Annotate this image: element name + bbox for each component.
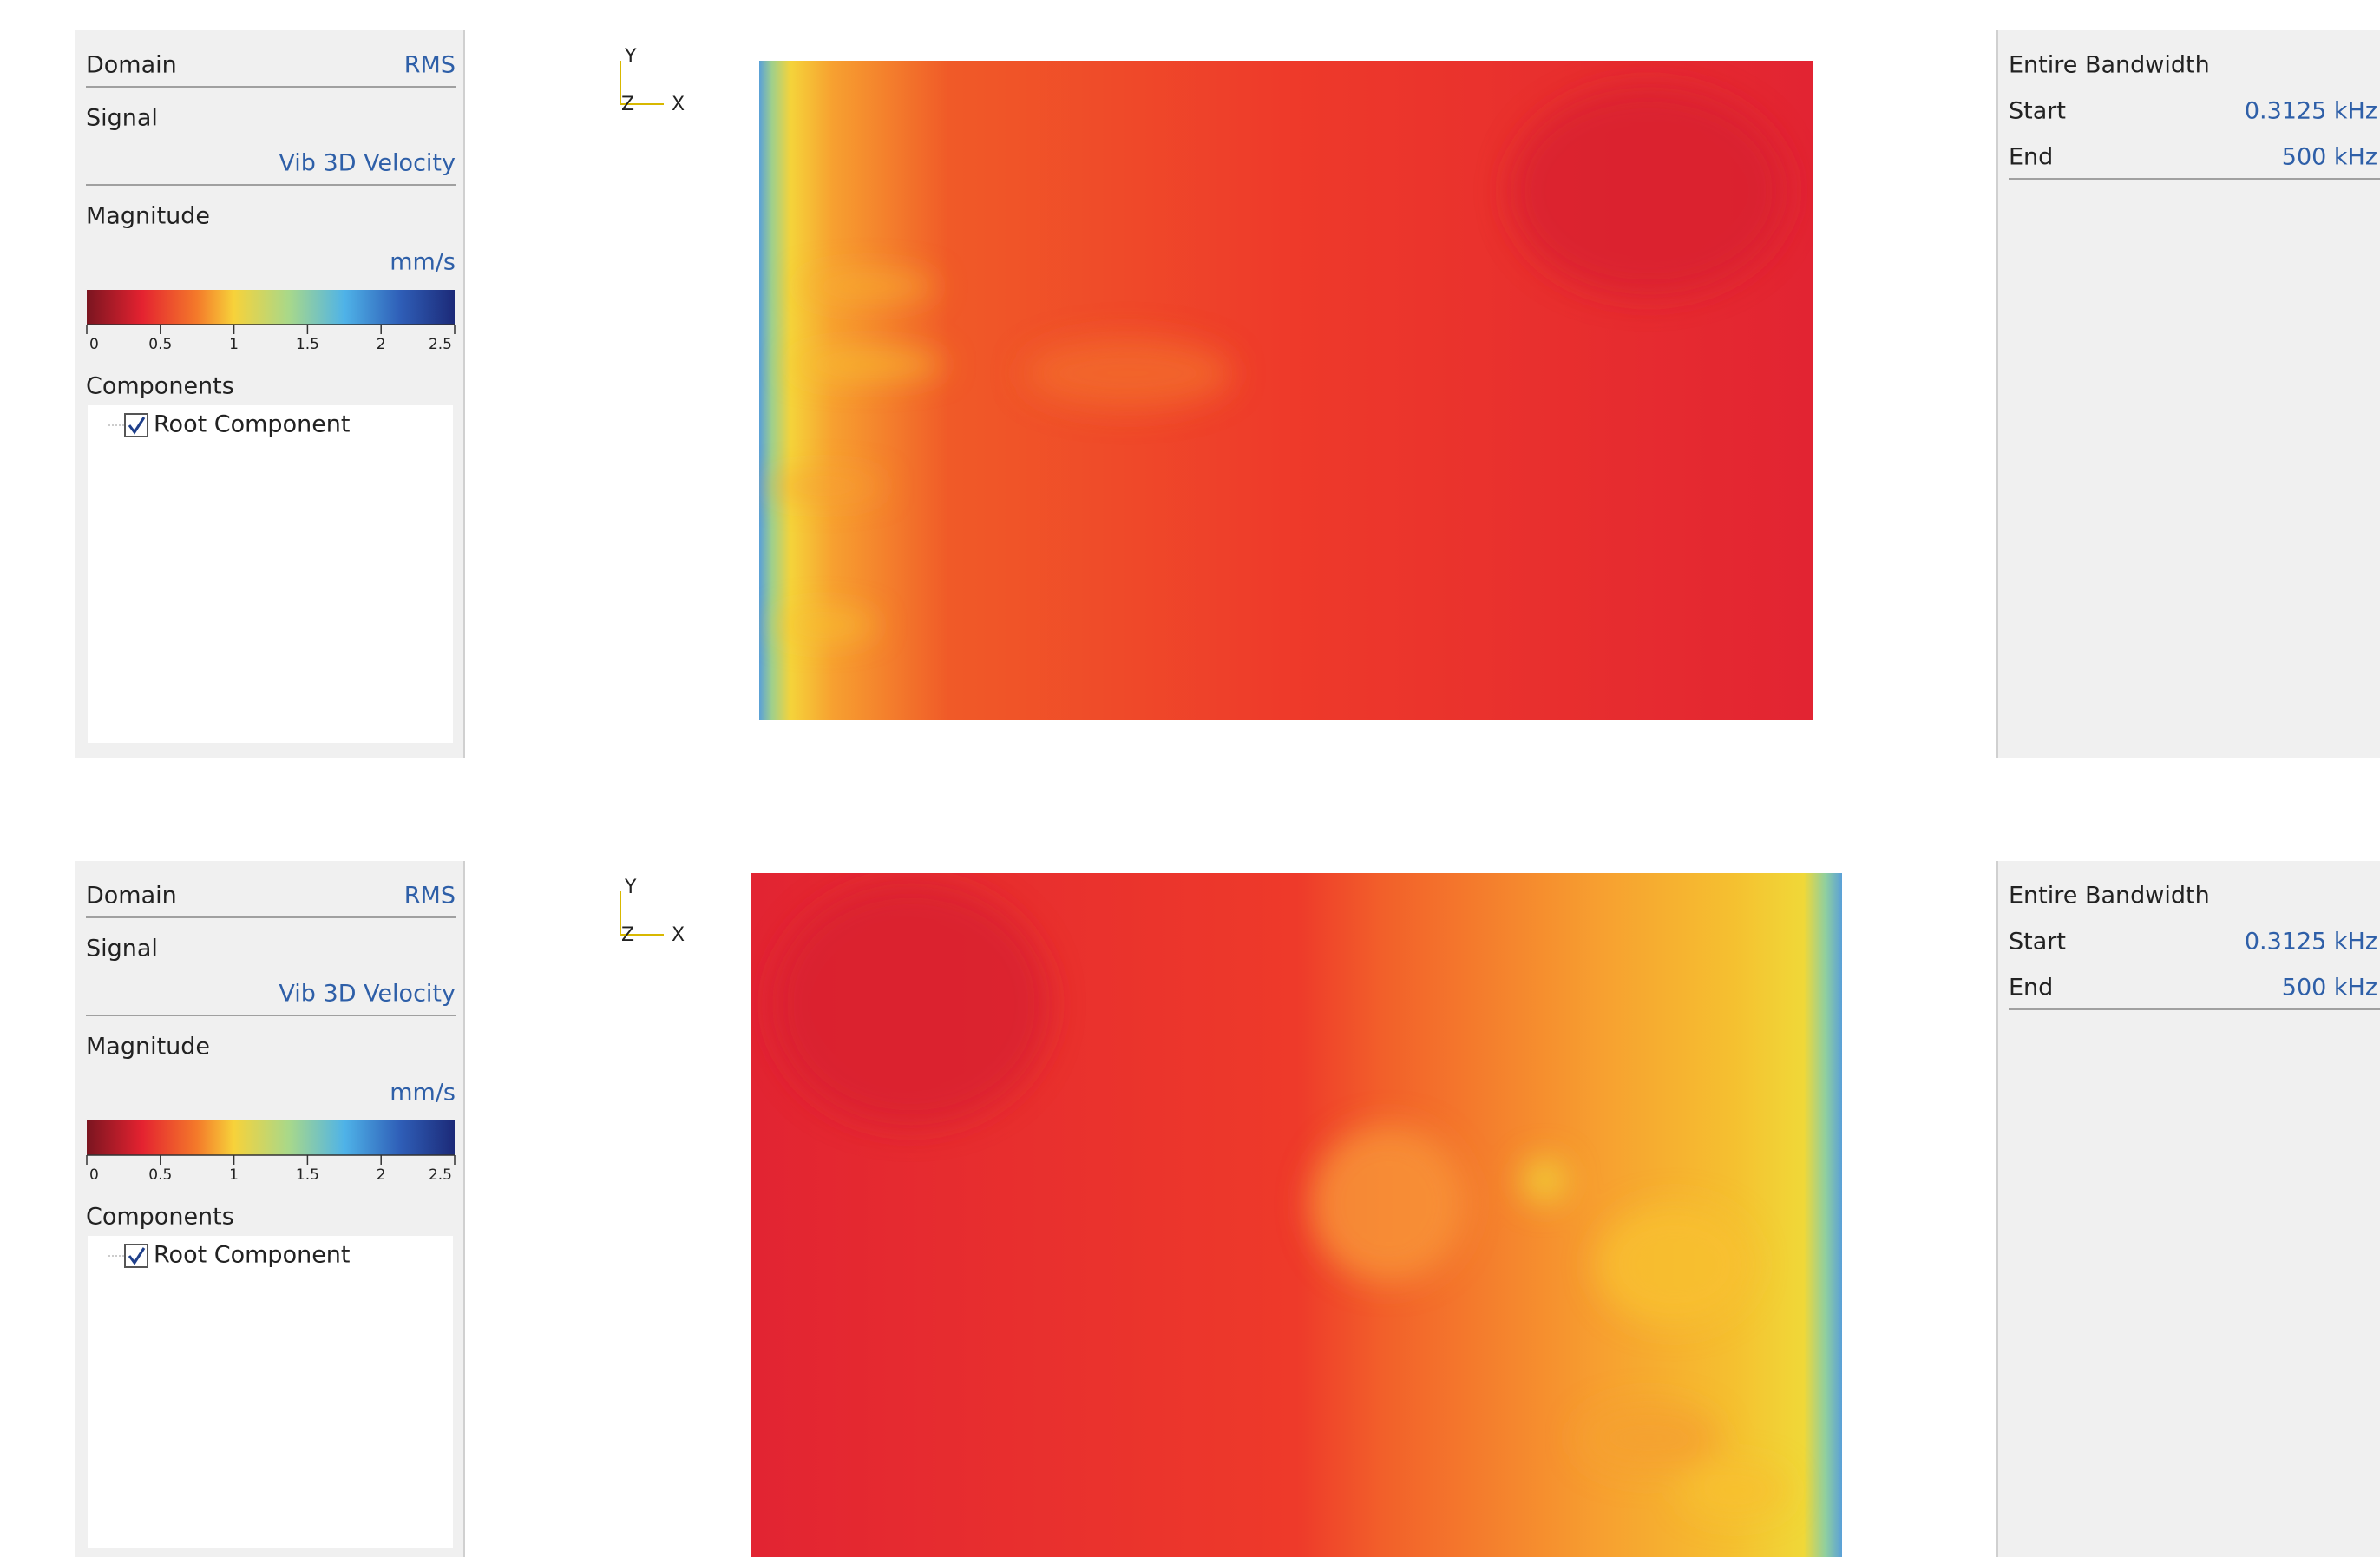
- domain-value: RMS: [404, 52, 456, 79]
- component-tree: [88, 405, 453, 743]
- signal-label: Signal: [86, 936, 158, 962]
- checkbox: [125, 1245, 148, 1267]
- components-label: Components: [86, 1204, 234, 1231]
- colorbar-tick-label: 2: [377, 1166, 386, 1184]
- axis-z-label: Z: [621, 94, 634, 115]
- component-name: Root Component: [154, 1242, 351, 1269]
- start-value: 0.3125 kHz: [2245, 98, 2377, 125]
- axis-z-label: Z: [621, 924, 634, 946]
- axis-y-label: Y: [624, 46, 637, 68]
- checkbox: [125, 414, 148, 437]
- map-blob: [764, 476, 885, 496]
- axis-x-label: X: [672, 924, 685, 946]
- panel: Domain RMS Signal Vib 3D Velocity Magnitude m…: [75, 861, 2380, 1557]
- map-blob: [1579, 1403, 1718, 1473]
- map-blob: [1510, 87, 1787, 295]
- end-value: 500 kHz: [2282, 975, 2377, 1002]
- colorbar-tick-label: 1: [229, 1166, 239, 1184]
- components-label: Components: [86, 373, 234, 400]
- map-blob: [1522, 1158, 1567, 1203]
- end-label: End: [2009, 144, 2053, 171]
- end-value: 500 kHz: [2282, 144, 2377, 171]
- map-blob: [798, 274, 937, 299]
- start-value: 0.3125 kHz: [2245, 929, 2377, 956]
- domain-value: RMS: [404, 883, 456, 910]
- colorbar-tick-label: 0.5: [148, 336, 172, 353]
- unit-label: mm/s: [390, 1080, 456, 1107]
- map-blob: [772, 883, 1050, 1126]
- signal-value: Vib 3D Velocity: [279, 981, 456, 1008]
- start-label: Start: [2009, 98, 2066, 125]
- map-blob: [1310, 1126, 1466, 1282]
- component-tree: [88, 1236, 453, 1548]
- velocity-map: [751, 873, 1842, 1557]
- unit-label: mm/s: [390, 249, 456, 276]
- signal-label: Signal: [86, 105, 158, 132]
- colorbar-tick-label: 0: [89, 336, 99, 353]
- colorbar-tick-label: 2.5: [429, 1166, 452, 1184]
- axis-y-label: Y: [624, 877, 637, 898]
- start-label: Start: [2009, 929, 2066, 956]
- component-name: Root Component: [154, 411, 351, 438]
- colorbar-tick-label: 0.5: [148, 1166, 172, 1184]
- screen: Domain RMS Signal Vib 3D Velocity Magnitude m…: [0, 0, 2380, 1557]
- colorbar-tick-label: 0: [89, 1166, 99, 1184]
- right-panel: [1997, 861, 2380, 1557]
- map-blob: [772, 613, 876, 637]
- signal-value: Vib 3D Velocity: [279, 150, 456, 177]
- magnitude-label: Magnitude: [86, 1034, 210, 1061]
- colorbar-tick-label: 1: [229, 336, 239, 353]
- panel: Domain RMS Signal Vib 3D Velocity Magnitude m…: [75, 30, 2380, 758]
- map-blob: [1597, 1204, 1753, 1325]
- right-panel: [1997, 30, 2380, 758]
- domain-label: Domain: [86, 883, 177, 910]
- colorbar-tick-label: 1.5: [296, 336, 319, 353]
- bandwidth-label: Entire Bandwidth: [2009, 883, 2210, 910]
- colorbar: [87, 290, 455, 325]
- colorbar-tick-label: 2.5: [429, 336, 452, 353]
- colorbar-tick-label: 2: [377, 336, 386, 353]
- end-label: End: [2009, 975, 2053, 1002]
- bandwidth-label: Entire Bandwidth: [2009, 52, 2210, 79]
- velocity-map: [759, 61, 1813, 720]
- map-blob: [1024, 338, 1232, 408]
- colorbar: [87, 1120, 455, 1155]
- domain-label: Domain: [86, 52, 177, 79]
- magnitude-label: Magnitude: [86, 203, 210, 230]
- colorbar-tick-label: 1.5: [296, 1166, 319, 1184]
- axis-x-label: X: [672, 94, 685, 115]
- map-blob: [1683, 1464, 1787, 1516]
- map-blob: [790, 352, 946, 377]
